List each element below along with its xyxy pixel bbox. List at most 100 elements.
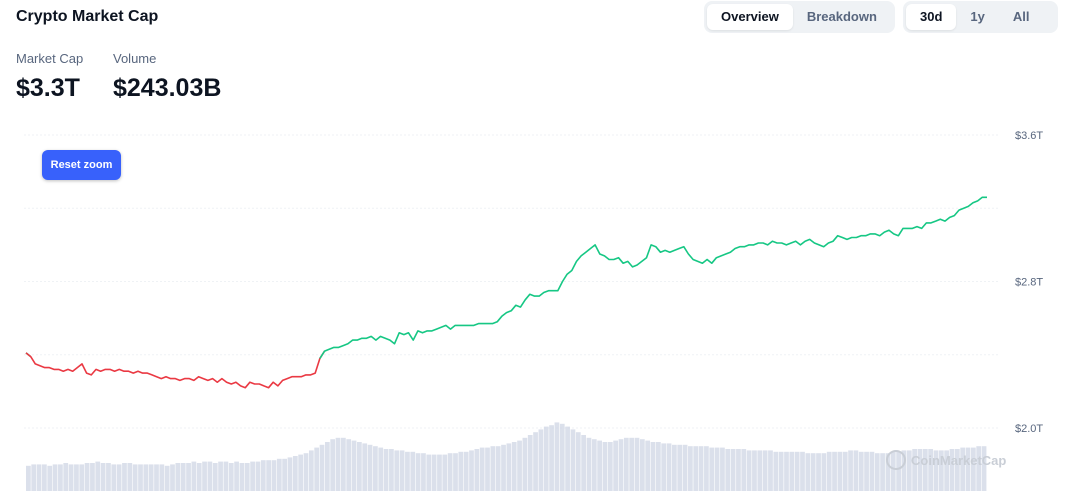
volume-bar: [266, 460, 271, 491]
volume-bar: [677, 444, 683, 491]
volume-bar: [42, 464, 47, 491]
volume-bar: [437, 454, 442, 491]
range-all[interactable]: All: [1012, 9, 1030, 24]
volume-bar: [330, 439, 336, 491]
volume-bar: [303, 453, 309, 491]
volume-bar: [752, 450, 757, 491]
volume-bar: [928, 449, 934, 491]
volume-bar: [127, 463, 133, 491]
volume-label: Volume: [113, 51, 157, 66]
volume-bar: [36, 464, 42, 491]
y-tick-label: $2.8T: [1015, 277, 1043, 289]
volume-bar: [95, 461, 101, 491]
volume-bar: [324, 442, 330, 491]
volume-bar: [180, 463, 186, 491]
volume-bar: [917, 449, 923, 491]
volume-bar: [549, 425, 554, 491]
volume-bar: [618, 439, 624, 491]
y-axis-ticks: $2.0T $2.8T $3.6T: [1015, 130, 1043, 435]
volume-bar: [68, 464, 74, 491]
volume-bar: [474, 449, 480, 491]
volume-bar: [581, 435, 586, 491]
volume-bar: [394, 450, 400, 491]
volume-bar: [880, 453, 885, 491]
volume-bar: [191, 461, 197, 491]
volume-bar: [789, 451, 795, 491]
volume-bar: [794, 451, 800, 491]
volume-bar: [426, 454, 432, 491]
volume-bar: [784, 451, 789, 491]
volume-bar: [63, 463, 69, 491]
volume-bar: [634, 437, 640, 491]
volume-bar: [458, 451, 464, 491]
range-1y[interactable]: 1y: [970, 9, 985, 24]
volume-bar: [944, 450, 950, 491]
volume-bar: [506, 443, 512, 491]
volume-bar: [565, 426, 570, 491]
volume-bar: [282, 458, 288, 491]
volume-bar: [570, 429, 576, 491]
volume-bar: [666, 443, 672, 491]
market-cap-label: Market Cap: [16, 51, 84, 66]
volume-bar: [607, 442, 613, 491]
volume-bar: [816, 453, 821, 491]
volume-bar: [826, 451, 832, 491]
volume-bar: [148, 464, 154, 491]
volume-bar: [132, 464, 138, 491]
volume-bar: [725, 449, 731, 491]
tab-breakdown[interactable]: Breakdown: [806, 9, 877, 24]
volume-bar: [447, 453, 453, 491]
volume-bar: [298, 454, 304, 491]
volume-bar: [319, 444, 325, 491]
volume-bar: [26, 465, 31, 491]
volume-bar: [704, 446, 709, 491]
volume-bar: [949, 449, 955, 491]
volume-bar: [848, 450, 853, 491]
volume-bar: [869, 451, 875, 491]
volume-bar: [527, 435, 533, 491]
volume-bar: [154, 464, 159, 491]
volume-bar: [720, 447, 725, 491]
volume-bar: [906, 450, 912, 491]
volume-bar: [533, 432, 538, 491]
range-30d[interactable]: 30d: [906, 4, 957, 30]
volume-bar: [853, 450, 859, 491]
volume-bar: [31, 464, 37, 491]
volume-bar: [490, 446, 496, 491]
volume-bar: [602, 442, 608, 491]
volume-bar: [122, 463, 127, 491]
volume-bar: [586, 437, 592, 491]
volume-bar: [885, 453, 891, 491]
volume-bar: [890, 451, 896, 491]
volume-bar: [383, 449, 389, 491]
volume-bar: [74, 464, 79, 491]
volume-bar: [810, 453, 816, 491]
volume-bar: [511, 442, 517, 491]
volume-bar: [485, 447, 490, 491]
volume-bar: [714, 447, 720, 491]
volume-bar: [378, 447, 384, 491]
volume-bar: [960, 447, 966, 491]
volume-bar: [421, 453, 426, 491]
volume-bar: [276, 458, 282, 491]
tab-overview[interactable]: Overview: [707, 4, 793, 30]
volume-bar: [800, 451, 805, 491]
volume-bar: [357, 442, 362, 491]
volume-bar: [292, 456, 298, 491]
volume-bar: [100, 463, 106, 491]
y-tick-label: $2.0T: [1015, 423, 1043, 435]
volume-bar: [255, 461, 261, 491]
volume-bar: [116, 464, 122, 491]
volume-bar: [757, 450, 763, 491]
volume-bar: [613, 440, 619, 491]
volume-bar: [805, 453, 811, 491]
volume-bar: [469, 450, 474, 491]
reset-zoom-button[interactable]: Reset zoom: [42, 150, 121, 180]
volume-bar: [597, 440, 602, 491]
volume-bar: [58, 464, 63, 491]
coinmarketcap-logo-icon: [886, 450, 906, 470]
volume-bar: [650, 442, 656, 491]
volume-bars: [26, 422, 987, 491]
volume-bar: [308, 450, 314, 491]
